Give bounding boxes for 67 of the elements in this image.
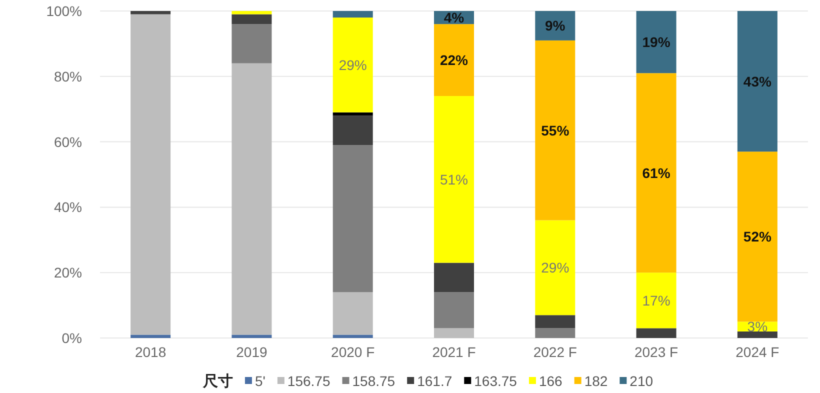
legend-label: 161.7 — [417, 373, 452, 389]
bar — [332, 18, 373, 112]
bar — [434, 24, 474, 96]
y-tick-label: 60% — [54, 134, 82, 150]
bar — [232, 63, 272, 335]
legend-label: 182 — [584, 373, 608, 389]
bar — [636, 272, 676, 328]
data-label: 9% — [545, 18, 566, 34]
data-label: 29% — [338, 56, 367, 73]
bar — [232, 24, 272, 64]
legend-label: 5' — [254, 373, 266, 389]
bar — [636, 11, 676, 74]
bar — [535, 220, 576, 316]
legend-label: 210 — [630, 373, 654, 389]
bar — [636, 73, 676, 273]
bar — [332, 116, 373, 146]
bar — [434, 328, 474, 338]
x-tick-label: 2021 F — [432, 344, 476, 360]
bar — [737, 331, 778, 338]
data-label: 17% — [642, 292, 670, 308]
bar — [232, 14, 272, 24]
y-tick-label: 80% — [54, 68, 82, 84]
data-label: 4% — [444, 10, 465, 26]
x-tick-label: 2024 F — [736, 344, 780, 360]
bar — [535, 40, 576, 220]
y-tick-label: 100% — [46, 3, 82, 19]
bar — [332, 292, 373, 335]
x-tick-label: 2018 — [134, 344, 166, 360]
x-tick-label: 2023 F — [634, 344, 678, 360]
bar — [535, 315, 576, 328]
bar — [434, 292, 474, 328]
legend-title: 尺寸 — [202, 373, 233, 390]
bar — [535, 328, 576, 338]
bar — [332, 145, 373, 292]
data-label: 3% — [747, 318, 768, 335]
data-label: 43% — [743, 73, 772, 90]
legend-label: 158.75 — [352, 373, 396, 389]
bar — [737, 152, 778, 322]
bar — [232, 11, 272, 14]
bar — [434, 96, 474, 263]
y-tick-label: 20% — [54, 264, 82, 281]
data-label: 61% — [642, 164, 671, 181]
bar — [434, 262, 474, 292]
y-tick-label: 0% — [62, 330, 82, 346]
x-tick-label: 2019 — [236, 344, 268, 360]
legend-label: 163.75 — [474, 373, 518, 389]
bar — [636, 328, 676, 338]
data-label: 52% — [743, 228, 772, 245]
bar — [332, 11, 373, 18]
bar — [535, 11, 576, 40]
data-label: 29% — [541, 260, 570, 276]
bar — [332, 112, 373, 116]
bar — [130, 334, 171, 338]
bar — [737, 11, 778, 152]
data-label: 22% — [440, 52, 469, 68]
legend-label: 156.75 — [287, 373, 330, 389]
legend-label: 166 — [538, 373, 563, 389]
data-label: 19% — [642, 34, 671, 50]
bar — [130, 14, 171, 335]
y-tick-label: 40% — [54, 199, 82, 216]
bar — [332, 334, 373, 338]
x-tick-label: 2020 F — [331, 344, 375, 360]
data-label: 51% — [440, 171, 468, 188]
data-label: 55% — [541, 122, 570, 138]
bar — [232, 334, 272, 338]
x-tick-label: 2022 F — [533, 344, 577, 360]
bar — [130, 11, 171, 14]
